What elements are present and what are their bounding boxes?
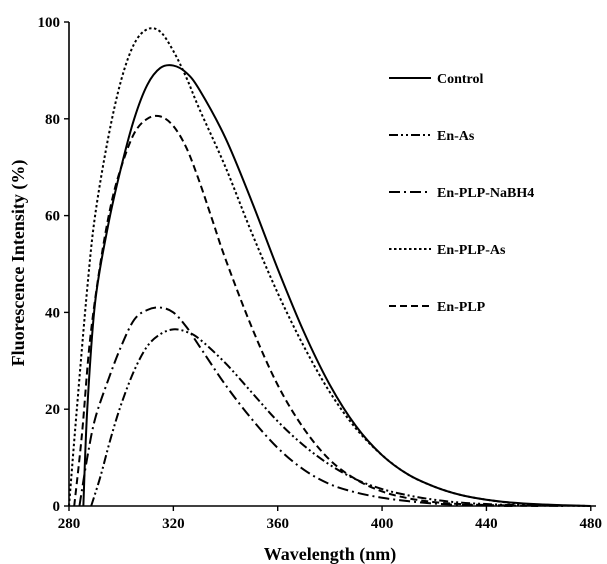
y-tick-label: 100 bbox=[38, 15, 61, 31]
x-tick-label: 360 bbox=[266, 516, 289, 532]
series-line-en-plp-nabh4 bbox=[78, 306, 513, 507]
ticks-layer: 280 320 360 400 440 480 0 20 40 60 80 100 bbox=[38, 15, 603, 532]
x-tick-label: 400 bbox=[371, 516, 394, 532]
series-line-control bbox=[82, 64, 591, 507]
x-axis-title: Wavelength (nm) bbox=[264, 544, 397, 564]
x-tick-label: 440 bbox=[475, 516, 498, 532]
x-tick-label: 280 bbox=[58, 516, 81, 532]
y-tick-label: 60 bbox=[45, 209, 60, 225]
legend-label-en-plp: En-PLP bbox=[437, 300, 486, 315]
x-tick-label: 320 bbox=[162, 516, 185, 532]
series-layer bbox=[68, 27, 591, 507]
series-line-en-plp-as bbox=[68, 27, 591, 507]
legend: Control En-As En-PLP-NaBH4 En-PLP-As En-PLP bbox=[389, 72, 534, 315]
y-tick-label: 40 bbox=[45, 305, 60, 321]
series-line-en-plp bbox=[73, 114, 539, 507]
y-tick-label: 0 bbox=[53, 499, 61, 515]
y-tick-label: 20 bbox=[45, 402, 60, 418]
legend-label-en-plp-nabh4: En-PLP-NaBH4 bbox=[437, 186, 534, 201]
x-tick-label: 480 bbox=[580, 516, 603, 532]
y-axis-title: Fluorescence Intensity (%) bbox=[8, 160, 29, 367]
legend-label-control: Control bbox=[437, 72, 484, 87]
legend-label-en-as: En-As bbox=[437, 129, 475, 144]
axes-layer bbox=[68, 22, 596, 507]
series-line-en-as bbox=[90, 328, 565, 507]
legend-label-en-plp-as: En-PLP-As bbox=[437, 243, 506, 258]
y-tick-label: 80 bbox=[45, 112, 60, 128]
